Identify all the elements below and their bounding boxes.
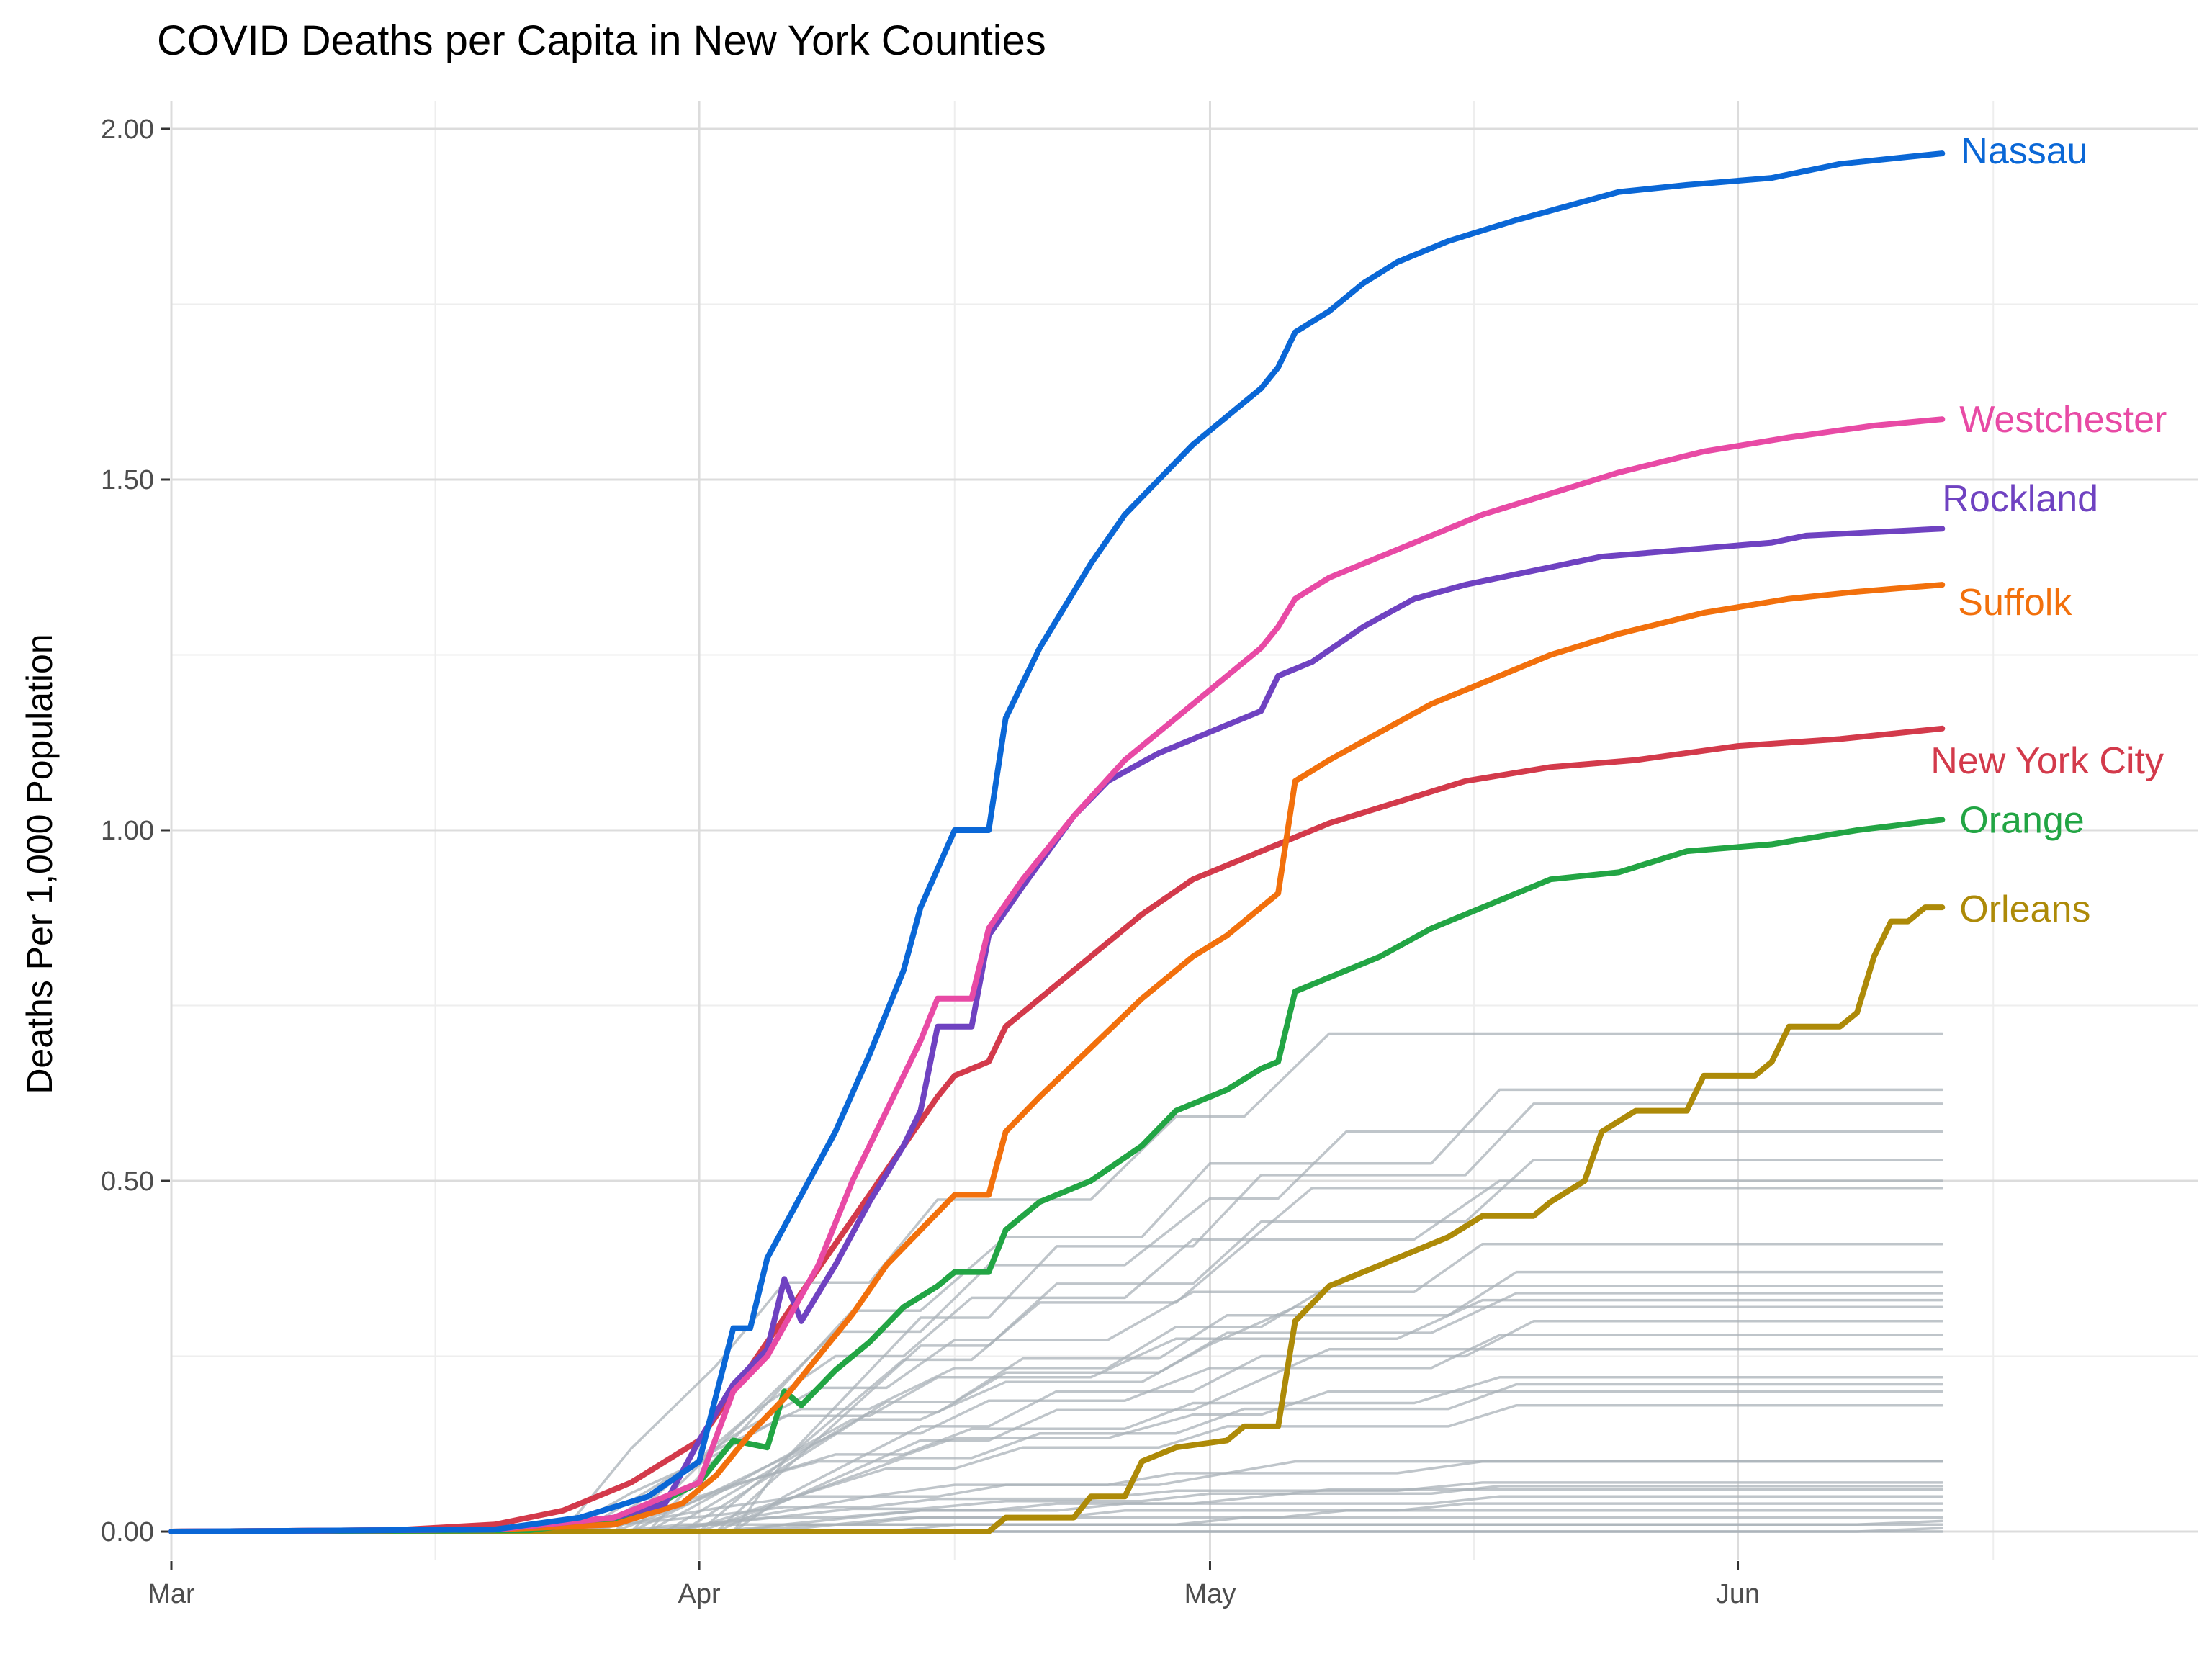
series-label-orange: Orange (1959, 799, 2084, 841)
x-tick-label: Jun (1716, 1579, 1760, 1609)
y-tick-label: 0.50 (101, 1166, 154, 1197)
gridlines (170, 101, 2198, 1560)
series-line-nassau (168, 150, 1946, 1534)
y-tick-label: 1.00 (101, 816, 154, 846)
series-label-rockland: Rockland (1942, 478, 2098, 520)
series-line-suffolk (168, 582, 1946, 1534)
series-line-orleans (168, 904, 1946, 1534)
series-line-new-york-city (168, 725, 1946, 1534)
series-label-westchester: Westchester (1959, 399, 2167, 441)
series-label-suffolk: Suffolk (1958, 582, 2072, 624)
series-line-orange (168, 817, 1946, 1534)
other-county-line (170, 1481, 1944, 1533)
series-label-nassau: Nassau (1961, 130, 2087, 172)
x-axis: Mar Apr May Jun (148, 1561, 1760, 1609)
series-end-labels: Nassau Westchester Rockland Suffolk New York… (1930, 130, 2167, 930)
x-tick-label: Apr (678, 1579, 720, 1609)
series-label-orleans: Orleans (1959, 889, 2090, 930)
x-tick-label: May (1184, 1579, 1236, 1609)
series-line-westchester (168, 416, 1946, 1534)
y-axis-title: Deaths Per 1,000 Population (19, 634, 60, 1094)
y-axis: 0.00 0.50 1.00 1.50 2.00 (101, 114, 170, 1547)
other-county-line (170, 1159, 1944, 1533)
other-county-line (170, 1334, 1944, 1533)
other-county-line (170, 1484, 1944, 1533)
other-county-line (170, 1348, 1944, 1533)
other-county-line (170, 1088, 1944, 1533)
other-county-line (170, 1242, 1944, 1533)
other-county-line (170, 1495, 1944, 1533)
other-counties-lines (170, 1032, 1944, 1533)
other-county-line (170, 1403, 1944, 1533)
y-tick-label: 2.00 (101, 114, 154, 145)
other-county-line (170, 1179, 1944, 1533)
other-county-line (170, 1305, 1944, 1533)
other-county-line (170, 1390, 1944, 1533)
highlighted-county-lines (168, 150, 1946, 1534)
series-label-new-york-city: New York City (1930, 740, 2164, 782)
other-county-line (170, 1187, 1944, 1533)
y-tick-label: 0.00 (101, 1517, 154, 1547)
x-tick-label: Mar (148, 1579, 195, 1609)
other-county-line (170, 1102, 1944, 1533)
other-county-line (170, 1130, 1944, 1533)
other-county-line (170, 1270, 1944, 1533)
chart-title: COVID Deaths per Capita in New York Coun… (157, 17, 1046, 64)
y-tick-label: 1.50 (101, 465, 154, 495)
series-line-rockland (168, 526, 1946, 1534)
